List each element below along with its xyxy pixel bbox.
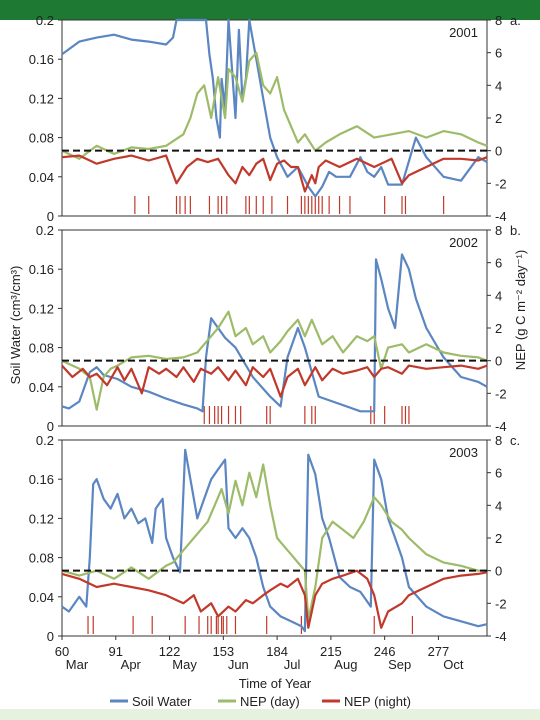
right-tick-label: 8 xyxy=(495,223,502,238)
month-label: Mar xyxy=(66,657,89,672)
legend-label-soil-water: Soil Water xyxy=(132,694,192,709)
left-tick-label: 0.08 xyxy=(29,341,54,356)
left-tick-label: 0.04 xyxy=(29,590,54,605)
header-bar xyxy=(0,0,540,20)
left-tick-label: 0.12 xyxy=(29,301,54,316)
right-tick-label: 2 xyxy=(495,111,502,126)
month-label: May xyxy=(172,657,197,672)
left-tick-label: 0.04 xyxy=(29,170,54,185)
x-tick-label: 215 xyxy=(320,644,342,659)
footer-bar xyxy=(0,709,540,720)
left-tick-label: 0 xyxy=(47,419,54,434)
legend: Soil Water NEP (day) NEP (night) xyxy=(110,694,411,709)
right-tick-label: -2 xyxy=(495,596,507,611)
series-soil-water-2003 xyxy=(61,448,488,633)
year-label-2001: 2001 xyxy=(449,25,478,40)
left-tick-label: 0.16 xyxy=(29,472,54,487)
year-label-2003: 2003 xyxy=(449,445,478,460)
left-tick-label: 0.2 xyxy=(36,223,54,238)
series-soil-water-2001 xyxy=(61,18,488,198)
series-nep-day-2003 xyxy=(61,463,487,621)
chart-panels: 00.040.080.120.160.2-4-2024682001a.00.04… xyxy=(29,13,521,672)
left-tick-label: 0.08 xyxy=(29,131,54,146)
right-tick-label: -4 xyxy=(495,419,507,434)
right-tick-label: -2 xyxy=(495,386,507,401)
x-axis-title: Time of Year xyxy=(239,676,312,691)
x-tick-label: 246 xyxy=(374,644,396,659)
month-label: Apr xyxy=(121,657,142,672)
plot-frame-2001 xyxy=(61,19,488,217)
right-tick-label: 0 xyxy=(495,144,502,159)
right-tick-label: 8 xyxy=(495,433,502,448)
legend-label-nep-night: NEP (night) xyxy=(344,694,411,709)
right-tick-label: 0 xyxy=(495,354,502,369)
left-tick-label: 0 xyxy=(47,629,54,644)
series-nep-night-2002 xyxy=(61,364,488,398)
right-tick-label: -4 xyxy=(495,209,507,224)
left-tick-label: 0.16 xyxy=(29,52,54,67)
right-tick-label: -2 xyxy=(495,176,507,191)
x-tick-label: 277 xyxy=(428,644,450,659)
month-label: Aug xyxy=(334,657,357,672)
left-tick-label: 0.12 xyxy=(29,511,54,526)
right-tick-label: 4 xyxy=(495,498,502,513)
month-label: Jul xyxy=(284,657,301,672)
left-tick-label: 0.2 xyxy=(36,433,54,448)
y-left-axis-label: Soil Water (cm³/cm³) xyxy=(8,266,23,385)
panel-label-a: a. xyxy=(510,13,521,28)
right-tick-label: 4 xyxy=(495,78,502,93)
right-tick-label: 6 xyxy=(495,466,502,481)
x-tick-label: 153 xyxy=(212,644,234,659)
right-tick-label: 2 xyxy=(495,531,502,546)
y-right-axis-label: NEP (g C m⁻² day⁻¹) xyxy=(513,250,528,370)
series-nep-day-2001 xyxy=(61,51,488,160)
right-tick-label: 4 xyxy=(495,288,502,303)
left-tick-label: 0.16 xyxy=(29,262,54,277)
left-tick-label: 0 xyxy=(47,209,54,224)
right-tick-label: 0 xyxy=(495,564,502,579)
month-label: Jun xyxy=(228,657,249,672)
right-tick-label: 2 xyxy=(495,321,502,336)
month-label: Sep xyxy=(388,657,411,672)
legend-label-nep-day: NEP (day) xyxy=(240,694,300,709)
series-soil-water-2002 xyxy=(61,253,488,413)
right-tick-label: -4 xyxy=(495,629,507,644)
x-tick-label: 91 xyxy=(109,644,123,659)
series-nep-night-2003 xyxy=(61,569,488,629)
right-tick-label: 8 xyxy=(495,13,502,28)
panel-label-c: c. xyxy=(510,433,520,448)
left-tick-label: 0.2 xyxy=(36,13,54,28)
left-tick-label: 0.08 xyxy=(29,551,54,566)
left-tick-label: 0.04 xyxy=(29,380,54,395)
right-tick-label: 6 xyxy=(495,46,502,61)
year-label-2002: 2002 xyxy=(449,235,478,250)
x-tick-label: 184 xyxy=(266,644,288,659)
month-label: Oct xyxy=(443,657,464,672)
x-tick-label: 60 xyxy=(55,644,69,659)
panel-label-b: b. xyxy=(510,223,521,238)
plot-frame-2002 xyxy=(61,229,488,427)
series-nep-day-2002 xyxy=(61,310,488,411)
x-tick-label: 122 xyxy=(159,644,181,659)
plot-frame-2003 xyxy=(61,439,488,637)
right-tick-label: 6 xyxy=(495,256,502,271)
series-nep-night-2001 xyxy=(61,154,488,193)
left-tick-label: 0.12 xyxy=(29,91,54,106)
